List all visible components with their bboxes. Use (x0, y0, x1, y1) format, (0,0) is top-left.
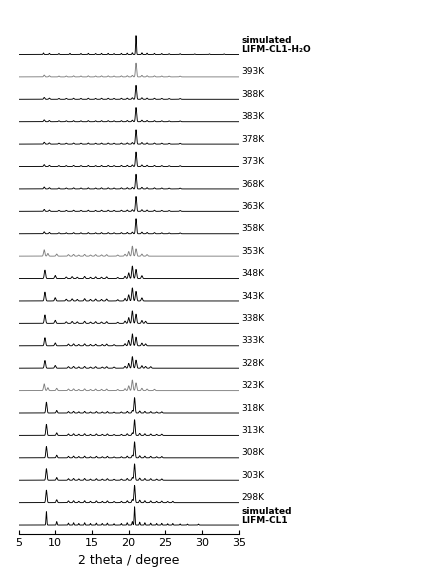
Text: 323K: 323K (241, 381, 264, 390)
X-axis label: 2 theta / degree: 2 theta / degree (78, 554, 179, 567)
Text: 393K: 393K (241, 68, 264, 76)
Text: 308K: 308K (241, 448, 264, 457)
Text: 333K: 333K (241, 336, 264, 345)
Text: 388K: 388K (241, 90, 264, 99)
Text: 303K: 303K (241, 471, 264, 480)
Text: 318K: 318K (241, 403, 264, 413)
Text: 383K: 383K (241, 112, 264, 121)
Text: 353K: 353K (241, 247, 264, 255)
Text: 378K: 378K (241, 134, 264, 144)
Text: 313K: 313K (241, 426, 264, 435)
Text: simulated
LIFM-CL1: simulated LIFM-CL1 (241, 506, 292, 524)
Text: 338K: 338K (241, 314, 264, 323)
Text: simulated
LIFM-CL1-H₂O: simulated LIFM-CL1-H₂O (241, 36, 311, 54)
Text: 373K: 373K (241, 157, 264, 166)
Text: 348K: 348K (241, 269, 264, 278)
Text: 343K: 343K (241, 292, 264, 300)
Text: 368K: 368K (241, 179, 264, 189)
Text: 363K: 363K (241, 202, 264, 211)
Text: 298K: 298K (241, 493, 264, 502)
Text: 328K: 328K (241, 359, 264, 368)
Text: 358K: 358K (241, 224, 264, 233)
